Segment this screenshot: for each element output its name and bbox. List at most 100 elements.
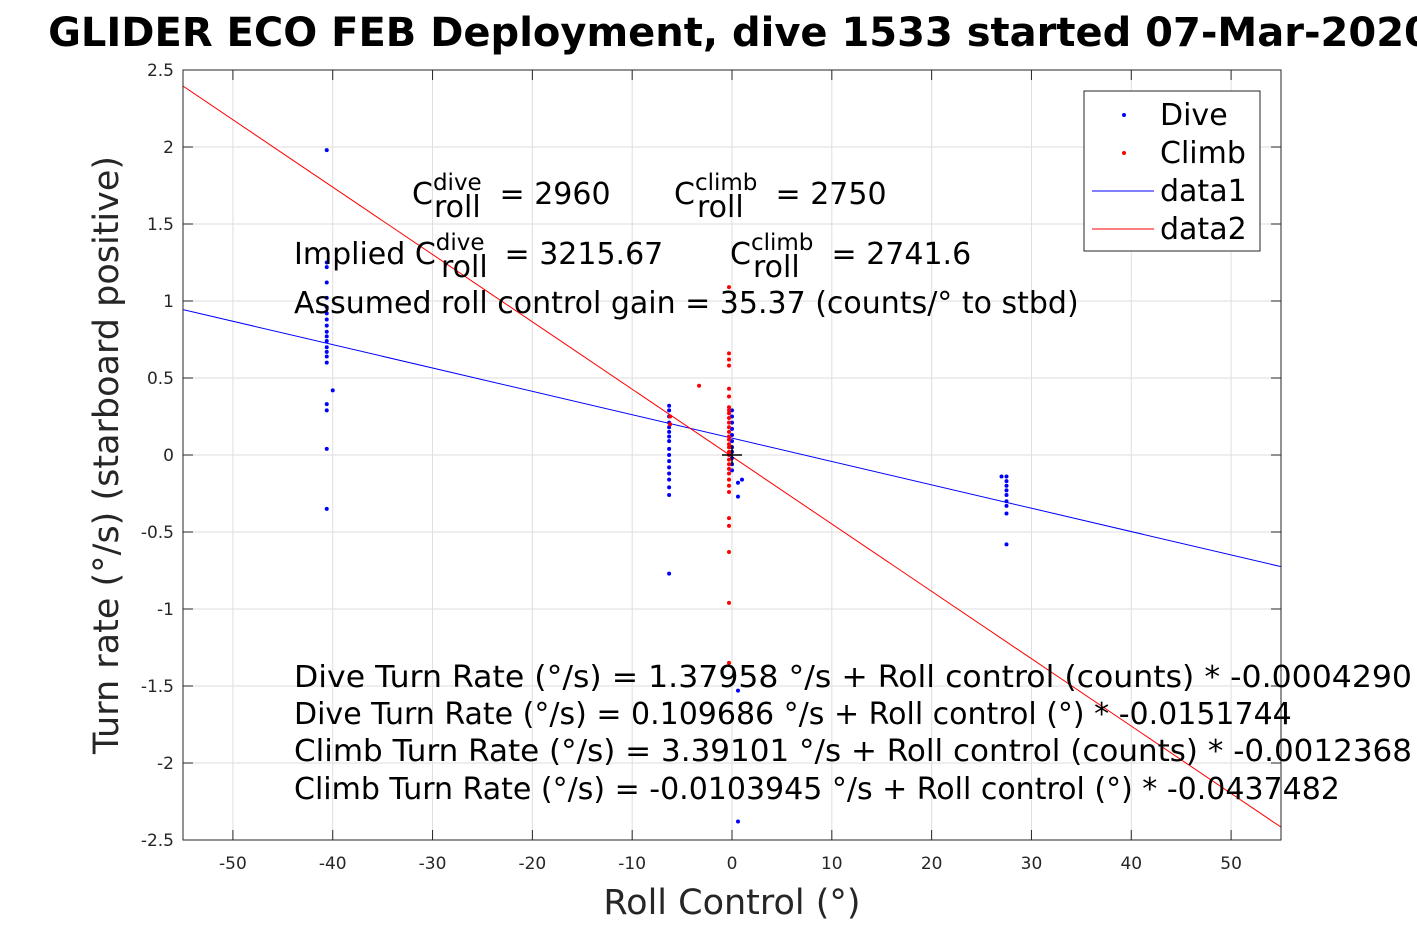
dive-point <box>324 317 329 322</box>
dive-point <box>667 465 672 470</box>
climb-point <box>727 437 732 442</box>
y-axis-label: Turn rate (°/s) (starboard positive) <box>87 156 127 755</box>
implied-climb-sup: climb <box>751 230 813 256</box>
dive-point <box>1004 542 1009 547</box>
x-tick-label: -30 <box>419 854 447 874</box>
dive-point <box>667 403 672 408</box>
implied-dive-base: C <box>415 237 436 272</box>
climb-point <box>727 660 732 665</box>
climb-point <box>727 363 732 368</box>
dive-point <box>324 334 329 339</box>
data-points <box>324 148 1009 824</box>
dive-point <box>324 265 329 270</box>
dive-point <box>1004 479 1009 484</box>
dive-point <box>324 506 329 511</box>
x-tick-label: -20 <box>518 854 546 874</box>
climb-point <box>727 466 732 471</box>
dive-point <box>1004 474 1009 479</box>
dive-point <box>1004 511 1009 516</box>
dive-point <box>735 688 740 693</box>
dive-point <box>735 819 740 824</box>
climb-point <box>727 285 732 290</box>
equation-1: Dive Turn Rate (°/s) = 1.37958 °/s + Rol… <box>294 660 1412 695</box>
y-tick-label: 1 <box>163 292 174 312</box>
dive-point <box>667 446 672 451</box>
dive-point <box>324 311 329 316</box>
legend-label-data1: data1 <box>1160 174 1247 209</box>
climb-point <box>727 411 732 416</box>
x-tick-label: 20 <box>921 854 943 874</box>
dive-point <box>324 305 329 310</box>
climb-point <box>727 429 732 434</box>
dive-point <box>324 354 329 359</box>
climb-point <box>727 351 732 356</box>
y-tick-label: -1.5 <box>141 677 174 697</box>
y-tick-label: 1.5 <box>147 215 174 235</box>
x-tick-label: 10 <box>821 854 843 874</box>
legend-label-climb: Climb <box>1160 136 1246 171</box>
equation-3: Climb Turn Rate (°/s) = 3.39101 °/s + Ro… <box>294 734 1412 769</box>
dive-point <box>730 420 734 425</box>
dive-point <box>730 439 734 444</box>
y-tick-label: -2.5 <box>141 831 174 851</box>
dive-point <box>667 571 672 576</box>
climb-point <box>727 425 732 430</box>
x-tick-label: -10 <box>618 854 646 874</box>
svg-text:Implied Cdive: Implied Cdive <box>294 230 485 272</box>
dive-point <box>1004 493 1009 498</box>
c-roll-dive-annotation: Cdive roll = 2960 <box>412 170 611 225</box>
svg-text:Cdive: Cdive <box>412 170 482 212</box>
implied-climb-sub: roll <box>753 250 800 285</box>
y-tick-label: 2.5 <box>147 61 174 81</box>
dive-point <box>324 339 329 344</box>
dive-point <box>324 260 329 265</box>
legend-label-dive: Dive <box>1160 98 1228 133</box>
implied-dive-value: = 3215.67 <box>495 237 663 272</box>
climb-point <box>727 416 732 421</box>
axes: -50 -40 -30 -20 -10 0 10 20 30 40 50-2.5-2-1.5-1-0… <box>141 61 1281 874</box>
climb-point <box>727 523 732 528</box>
dive-point <box>999 474 1004 479</box>
gain-annotation: Assumed roll control gain = 35.37 (count… <box>294 286 1079 321</box>
equation-2: Dive Turn Rate (°/s) = 0.109686 °/s + Ro… <box>294 697 1292 732</box>
dive-point <box>1004 499 1009 504</box>
climb-point <box>727 457 732 462</box>
svg-text:Cclimb: Cclimb <box>730 230 813 272</box>
y-tick-label: 2 <box>163 138 174 158</box>
dive-point <box>667 459 672 464</box>
climb-point <box>727 394 732 399</box>
dive-point <box>324 360 329 365</box>
dive-point <box>735 494 740 499</box>
dive-point <box>324 295 329 300</box>
climb-point <box>727 483 732 488</box>
dive-point <box>667 429 672 434</box>
dive-point <box>730 426 734 431</box>
dive-point <box>667 425 672 430</box>
dive-point <box>324 323 329 328</box>
climb-point <box>697 383 702 388</box>
dive-point <box>324 408 329 413</box>
implied-dive-sup: dive <box>436 230 485 256</box>
y-tick-label: 0 <box>163 446 174 466</box>
legend: Dive Climb data1 data2 <box>1083 90 1261 252</box>
x-tick-label: 0 <box>727 854 738 874</box>
dive-point <box>730 468 734 473</box>
dive-point <box>330 388 335 393</box>
dive-point <box>730 408 734 413</box>
dive-point <box>667 434 672 439</box>
dive-point <box>667 453 672 457</box>
y-tick-label: -2 <box>157 754 174 774</box>
svg-text:Cclimb: Cclimb <box>674 170 757 212</box>
x-tick-label: 30 <box>1021 854 1043 874</box>
dive-point <box>739 477 744 482</box>
dive-point <box>730 432 734 437</box>
implied-annotation: Implied Cdive roll = 3215.67 Cclimb roll… <box>294 230 971 285</box>
dive-point <box>324 345 329 350</box>
dive-point <box>324 148 329 153</box>
c-roll-climb-sub: roll <box>697 190 744 225</box>
implied-climb-value: = 2741.6 <box>822 237 971 272</box>
climb-point <box>727 420 732 425</box>
x-tick-label: 40 <box>1120 854 1142 874</box>
y-tick-label: 0.5 <box>147 369 174 389</box>
